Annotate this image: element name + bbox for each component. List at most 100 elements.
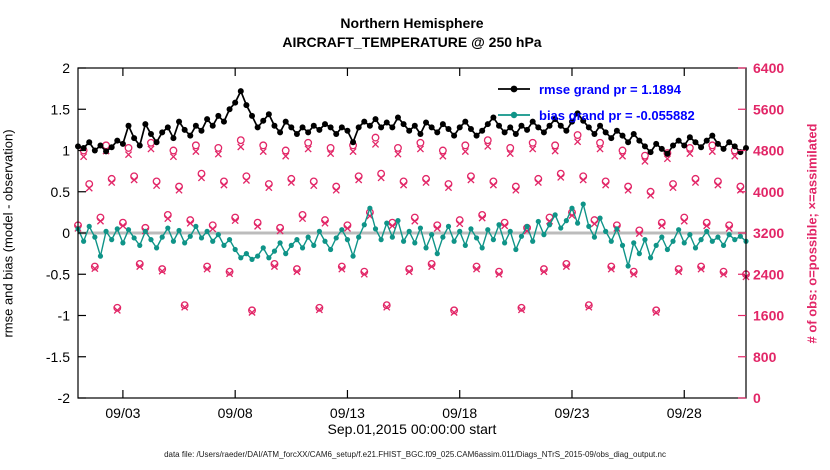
obs-assimilated-marker [484,142,492,150]
rmse-point [467,126,474,133]
right-tick-label: 3200 [753,225,784,241]
bias-point [720,242,727,248]
obs-assimilated-marker [400,181,408,189]
bias-point [81,238,87,244]
rmse-point [243,102,250,109]
obs-assimilated-marker [607,265,615,273]
bias-point [92,234,98,240]
obs-assimilated-marker [697,265,705,273]
obs-possible-marker [180,301,189,310]
bias-point [238,255,244,261]
obs-assimilated-marker [242,176,250,184]
rmse-point [265,111,272,118]
obs-possible-marker [534,174,543,183]
rmse-point [316,126,323,133]
rmse-point [585,124,592,131]
rmse-point [479,127,486,134]
obs-possible-marker [169,146,178,155]
obs-possible-marker [669,180,677,188]
bias-point [462,242,468,248]
rmse-point [557,122,564,129]
left-tick-label: -1 [58,308,71,324]
bias-point [114,226,120,232]
obs-possible-marker [506,143,515,152]
obs-assimilated-marker [164,215,172,223]
legend: rmse grand pr = 1.1894 bias grand pr = -… [497,76,695,128]
obs-assimilated-marker [669,184,677,192]
rmse-point [625,139,632,146]
bias-point [597,215,603,221]
rmse-point [131,135,138,142]
obs-assimilated-marker [450,308,458,316]
left-tick-label: 2 [62,60,70,76]
obs-possible-marker [281,146,290,155]
rmse-point [670,142,677,149]
obs-possible-marker [304,138,313,147]
obs-assimilated-marker [478,214,486,222]
rmse-point [400,121,407,128]
left-tick-label: -0.5 [46,266,70,282]
bias-point [384,220,390,226]
obs-assimilated-marker [461,147,469,156]
rmse-point [540,129,547,136]
obs-assimilated-marker [321,219,329,227]
bias-point [215,232,221,238]
bias-point [176,227,182,234]
obs-possible-marker [691,174,700,183]
obs-assimilated-marker [422,178,430,187]
obs-possible-marker [354,172,363,181]
rmse-point [226,106,233,113]
rmse-point [282,118,289,125]
obs-assimilated-marker [641,157,649,165]
rmse-point [293,131,300,137]
rmse-point [602,129,609,136]
obs-assimilated-marker [652,308,660,316]
obs-assimilated-marker [719,270,728,278]
bias-point [299,245,306,251]
obs-possible-marker [641,151,649,160]
obs-assimilated-marker [209,225,217,233]
obs-assimilated-marker [394,150,402,158]
bias-point [580,201,586,207]
obs-assimilated-marker [254,222,262,230]
obs-assimilated-marker [529,145,537,153]
rmse-point [119,140,126,147]
rmse-point [619,132,626,139]
obs-assimilated-marker [197,174,206,182]
obs-assimilated-marker [456,220,464,228]
obs-possible-marker [410,213,419,222]
rmse-point [720,145,727,152]
obs-assimilated-marker [248,308,256,316]
rmse-point [658,145,665,152]
bias-point [356,234,362,240]
obs-assimilated-marker [203,265,211,273]
obs-assimilated-marker [332,186,340,194]
obs-possible-marker [147,138,155,147]
rmse-point [524,126,531,133]
rmse-point [220,118,227,125]
obs-possible-marker [422,174,430,183]
obs-assimilated-marker [602,181,610,189]
bias-point [485,227,491,233]
obs-assimilated-marker [405,268,413,276]
x-tick-label: 09/28 [667,405,702,421]
bias-point [288,242,294,248]
obs-assimilated-marker [136,262,144,271]
obs-possible-marker [371,133,380,142]
obs-assimilated-marker [630,270,638,278]
bias-point [687,232,693,238]
obs-assimilated-marker [327,150,335,158]
rmse-point [136,142,143,149]
bias-point [137,242,143,248]
rmse-point [608,135,615,142]
obs-assimilated-marker [315,306,323,314]
right-tick-label: 4800 [753,143,784,159]
obs-assimilated-marker [310,182,318,190]
obs-assimilated-marker [579,176,587,184]
bias-point [187,233,193,239]
bias-point [659,234,665,240]
rmse-point [305,129,312,136]
obs-possible-marker [450,306,459,315]
right-tick-label: 4000 [753,184,784,200]
bias-point [277,240,283,246]
